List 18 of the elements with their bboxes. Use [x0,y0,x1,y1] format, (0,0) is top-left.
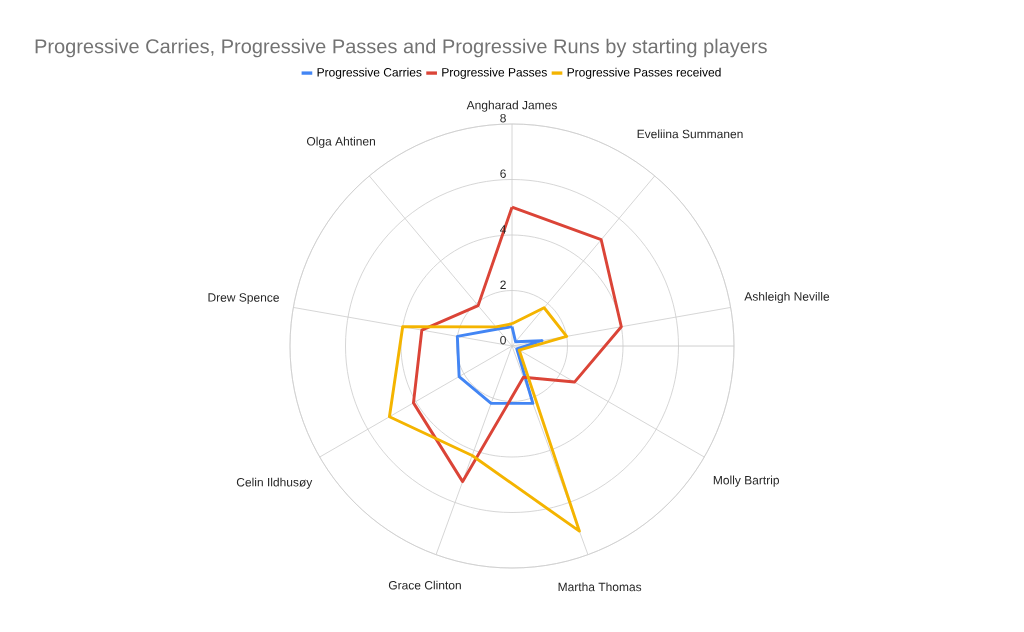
legend-label: Progressive Passes [442,67,547,79]
spoke-label: Grace Clinton [388,580,461,590]
spoke-label: Ashleigh Neville [744,291,830,304]
y-tick-label: 6 [500,169,506,178]
spoke-label: Olga Ahtinen [306,136,375,148]
spoke-label: Martha Thomas [558,582,642,592]
legend-label: Progressive Passes received [567,67,721,79]
spoke-label: Angharad James [466,100,557,112]
spoke-label: Drew Spence [208,293,279,305]
y-tick-label: 2 [500,280,506,289]
spoke-label: Celin Ildhusøy [236,477,313,489]
spoke-label: Molly Bartrip [713,475,780,487]
chart-title: Progressive Carries, Progressive Passes and Progressive Runs by starting players [35,38,767,58]
spoke-label: Eveliina Summanen [637,129,743,139]
y-tick-label: 0 [500,335,506,345]
y-tick-label: 4 [500,225,507,234]
legend-label: Progressive Carries [317,67,422,79]
y-tick-label: 8 [500,113,506,123]
